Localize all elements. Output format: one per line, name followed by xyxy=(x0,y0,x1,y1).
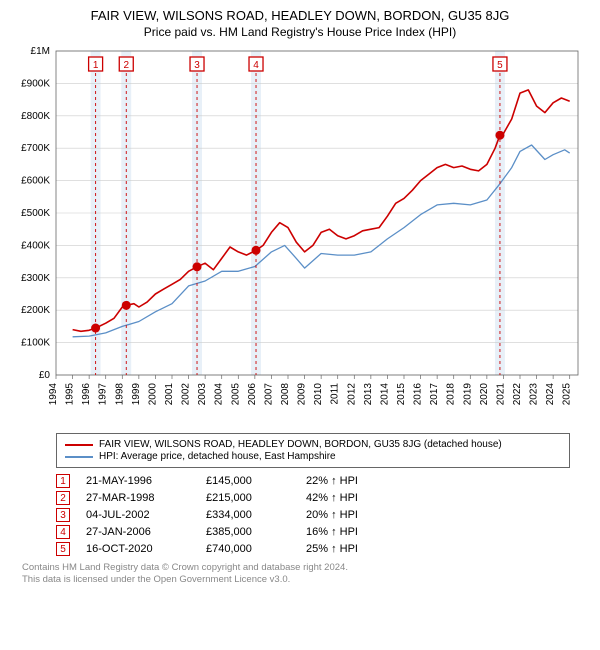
transaction-marker: 5 xyxy=(56,542,70,556)
svg-text:1995: 1995 xyxy=(65,383,76,406)
transaction-marker: 1 xyxy=(56,474,70,488)
chart-subtitle: Price paid vs. HM Land Registry's House … xyxy=(10,25,590,39)
transaction-marker: 4 xyxy=(56,525,70,539)
svg-text:£0: £0 xyxy=(39,370,51,381)
svg-text:1997: 1997 xyxy=(98,383,109,406)
svg-text:1998: 1998 xyxy=(114,383,125,406)
chart-container: FAIR VIEW, WILSONS ROAD, HEADLEY DOWN, B… xyxy=(0,0,600,597)
svg-text:£200K: £200K xyxy=(21,305,50,316)
transaction-pct: 20% ↑ HPI xyxy=(306,509,406,521)
transaction-price: £215,000 xyxy=(206,492,306,504)
svg-text:2005: 2005 xyxy=(230,383,241,406)
svg-text:2000: 2000 xyxy=(147,383,158,406)
svg-text:2021: 2021 xyxy=(495,383,506,406)
svg-text:£600K: £600K xyxy=(21,176,50,187)
svg-text:2011: 2011 xyxy=(330,383,341,405)
transaction-price: £740,000 xyxy=(206,543,306,555)
svg-text:2012: 2012 xyxy=(346,383,357,406)
svg-text:2019: 2019 xyxy=(462,383,473,406)
svg-text:2014: 2014 xyxy=(379,383,390,406)
transaction-marker: 2 xyxy=(56,491,70,505)
svg-text:2016: 2016 xyxy=(413,383,424,406)
svg-text:£300K: £300K xyxy=(21,273,50,284)
legend-row-hpi: HPI: Average price, detached house, East… xyxy=(65,451,561,462)
transaction-date: 27-MAR-1998 xyxy=(86,492,206,504)
copyright-line2: This data is licensed under the Open Gov… xyxy=(22,574,570,586)
svg-text:2010: 2010 xyxy=(313,383,324,406)
svg-text:£900K: £900K xyxy=(21,78,50,89)
svg-text:1996: 1996 xyxy=(81,383,92,406)
transaction-price: £145,000 xyxy=(206,475,306,487)
svg-text:2025: 2025 xyxy=(562,383,573,406)
transaction-price: £334,000 xyxy=(206,509,306,521)
svg-text:£1M: £1M xyxy=(31,46,50,57)
transaction-date: 21-MAY-1996 xyxy=(86,475,206,487)
legend-swatch-subject xyxy=(65,444,93,446)
svg-text:5: 5 xyxy=(497,60,503,71)
svg-text:£700K: £700K xyxy=(21,143,50,154)
svg-text:2022: 2022 xyxy=(512,383,523,406)
svg-text:2009: 2009 xyxy=(297,383,308,406)
transaction-price: £385,000 xyxy=(206,526,306,538)
svg-text:2004: 2004 xyxy=(214,383,225,406)
transaction-date: 16-OCT-2020 xyxy=(86,543,206,555)
transaction-date: 04-JUL-2002 xyxy=(86,509,206,521)
transaction-row: 4 27-JAN-2006£385,00016% ↑ HPI xyxy=(56,525,570,539)
transaction-row: 1 21-MAY-1996£145,00022% ↑ HPI xyxy=(56,474,570,488)
svg-text:£100K: £100K xyxy=(21,338,50,349)
transaction-pct: 16% ↑ HPI xyxy=(306,526,406,538)
legend-row-subject: FAIR VIEW, WILSONS ROAD, HEADLEY DOWN, B… xyxy=(65,439,561,450)
chart-plot: £0 £100K £200K £300K £400K £500K £600K £700K £80… xyxy=(10,45,590,425)
svg-text:2020: 2020 xyxy=(479,383,490,406)
svg-text:£800K: £800K xyxy=(21,111,50,122)
legend: FAIR VIEW, WILSONS ROAD, HEADLEY DOWN, B… xyxy=(56,433,570,468)
svg-text:3: 3 xyxy=(194,60,200,71)
svg-text:2023: 2023 xyxy=(529,383,540,406)
svg-text:2002: 2002 xyxy=(181,383,192,406)
svg-text:2018: 2018 xyxy=(446,383,457,406)
svg-text:£500K: £500K xyxy=(21,208,50,219)
transaction-pct: 25% ↑ HPI xyxy=(306,543,406,555)
svg-text:1994: 1994 xyxy=(48,383,59,406)
transaction-marker: 3 xyxy=(56,508,70,522)
transaction-row: 2 27-MAR-1998£215,00042% ↑ HPI xyxy=(56,491,570,505)
svg-text:£400K: £400K xyxy=(21,240,50,251)
svg-text:2: 2 xyxy=(123,60,129,71)
svg-text:2024: 2024 xyxy=(545,383,556,406)
chart-title: FAIR VIEW, WILSONS ROAD, HEADLEY DOWN, B… xyxy=(10,8,590,23)
legend-label-subject: FAIR VIEW, WILSONS ROAD, HEADLEY DOWN, B… xyxy=(99,439,502,450)
svg-text:2008: 2008 xyxy=(280,383,291,406)
transaction-pct: 22% ↑ HPI xyxy=(306,475,406,487)
copyright: Contains HM Land Registry data © Crown c… xyxy=(22,562,570,587)
copyright-line1: Contains HM Land Registry data © Crown c… xyxy=(22,562,570,574)
legend-label-hpi: HPI: Average price, detached house, East… xyxy=(99,451,336,462)
svg-text:1999: 1999 xyxy=(131,383,142,406)
transaction-table: 1 21-MAY-1996£145,00022% ↑ HPI 2 27-MAR-199… xyxy=(56,474,570,556)
svg-text:2007: 2007 xyxy=(263,383,274,406)
legend-swatch-hpi xyxy=(65,456,93,458)
svg-text:2001: 2001 xyxy=(164,383,175,406)
svg-text:2017: 2017 xyxy=(429,383,440,406)
svg-text:2006: 2006 xyxy=(247,383,258,406)
svg-text:2013: 2013 xyxy=(363,383,374,406)
svg-text:4: 4 xyxy=(253,60,259,71)
transaction-date: 27-JAN-2006 xyxy=(86,526,206,538)
transaction-pct: 42% ↑ HPI xyxy=(306,492,406,504)
transaction-row: 3 04-JUL-2002£334,00020% ↑ HPI xyxy=(56,508,570,522)
transaction-row: 5 16-OCT-2020£740,00025% ↑ HPI xyxy=(56,542,570,556)
svg-text:1: 1 xyxy=(93,60,99,71)
svg-text:2003: 2003 xyxy=(197,383,208,406)
svg-text:2015: 2015 xyxy=(396,383,407,406)
